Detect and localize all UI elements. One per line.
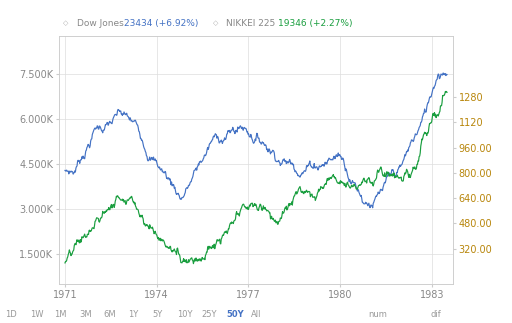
Text: NIKKEI 225: NIKKEI 225 <box>226 19 279 27</box>
Text: 5Y: 5Y <box>153 310 163 319</box>
Text: ◇: ◇ <box>212 20 218 26</box>
Text: dif: dif <box>430 310 441 319</box>
Text: 1D: 1D <box>5 310 17 319</box>
Text: 1W: 1W <box>30 310 43 319</box>
Text: 19346 (+2.27%): 19346 (+2.27%) <box>278 19 352 27</box>
Text: ◇: ◇ <box>63 20 68 26</box>
Text: 23434 (+6.92%): 23434 (+6.92%) <box>124 19 198 27</box>
Text: 50Y: 50Y <box>226 310 244 319</box>
Text: 1M: 1M <box>54 310 67 319</box>
Text: 10Y: 10Y <box>177 310 193 319</box>
Text: 6M: 6M <box>103 310 116 319</box>
Text: num: num <box>369 310 388 319</box>
Text: Dow Jones: Dow Jones <box>77 19 126 27</box>
Text: 25Y: 25Y <box>202 310 217 319</box>
Text: 3M: 3M <box>79 310 92 319</box>
Text: All: All <box>251 310 262 319</box>
Text: 1Y: 1Y <box>128 310 138 319</box>
